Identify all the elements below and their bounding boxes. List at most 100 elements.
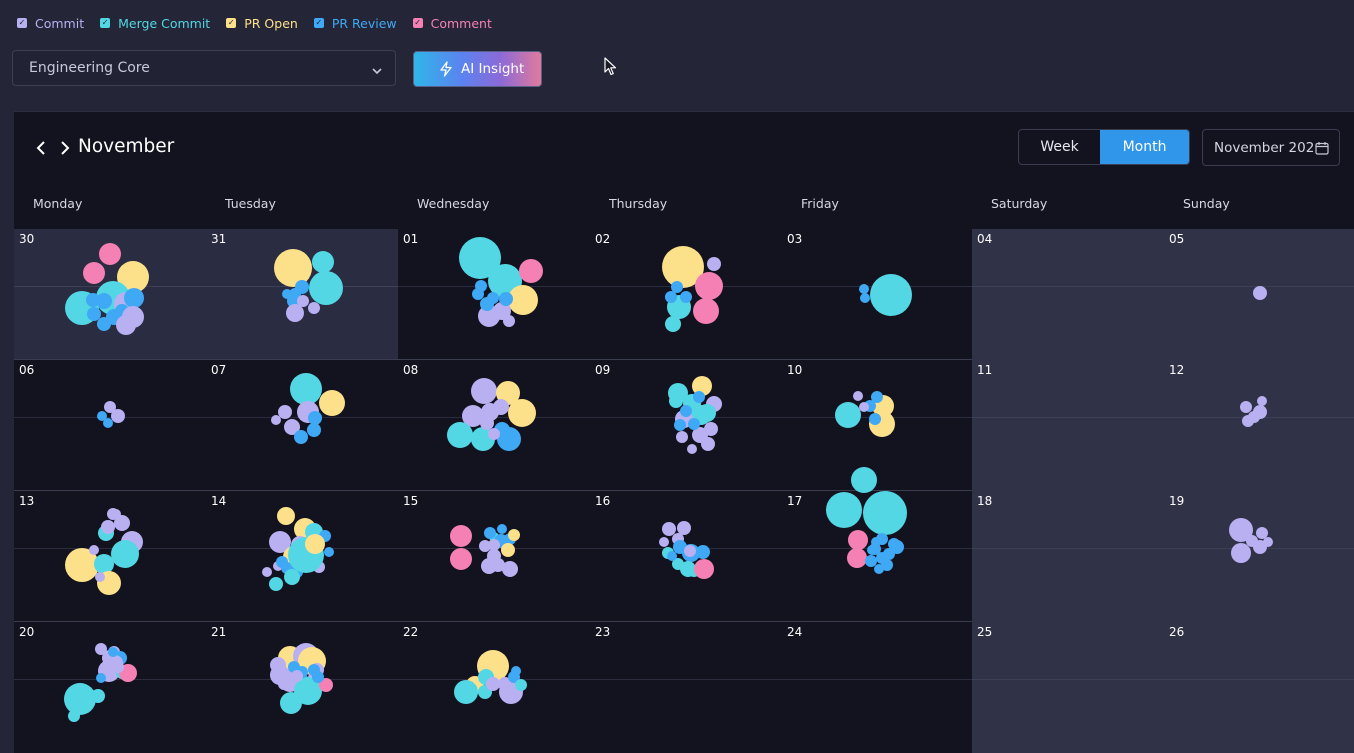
week-divider (14, 490, 972, 491)
day-cell[interactable]: 09 (590, 360, 782, 491)
day-number: 21 (211, 625, 227, 639)
cell-divider (972, 286, 1164, 287)
day-cell[interactable]: 17 (782, 491, 972, 622)
day-number: 08 (403, 363, 419, 377)
day-cell[interactable]: 31 (206, 229, 398, 360)
day-number: 06 (19, 363, 35, 377)
day-number: 31 (211, 232, 227, 246)
legend-checkbox[interactable]: ✓ (100, 18, 111, 28)
day-cell[interactable]: 07 (206, 360, 398, 491)
weekday-friday: Friday (801, 196, 839, 211)
day-cell[interactable]: 12 (1164, 360, 1354, 491)
cell-divider (590, 286, 782, 287)
legend-item-pr-open[interactable]: ✓ PR Open (226, 16, 298, 31)
calendar-icon (1315, 140, 1329, 159)
cell-divider (1164, 417, 1354, 418)
day-number: 11 (977, 363, 993, 377)
day-number: 13 (19, 494, 35, 508)
weekday-header: Monday Tuesday Wednesday Thursday Friday Satu… (14, 196, 1354, 229)
day-cell[interactable]: 03 (782, 229, 972, 360)
day-number: 09 (595, 363, 611, 377)
legend-checkbox[interactable]: ✓ (17, 18, 27, 28)
day-number: 14 (211, 494, 227, 508)
day-cell[interactable]: 18 (972, 491, 1164, 622)
legend-checkbox[interactable]: ✓ (313, 18, 324, 28)
calendar-panel: November Week Month November 202 Monday T… (14, 111, 1354, 753)
day-number: 25 (977, 625, 993, 639)
day-cell[interactable]: 23 (590, 622, 782, 753)
cell-divider (206, 548, 398, 549)
day-cell[interactable]: 22 (398, 622, 590, 753)
cell-divider (590, 679, 782, 680)
month-view-button[interactable]: Month (1100, 130, 1189, 164)
day-number: 24 (787, 625, 803, 639)
day-number: 12 (1169, 363, 1185, 377)
cell-divider (972, 679, 1164, 680)
legend-checkbox[interactable]: ✓ (226, 18, 237, 28)
weekday-thursday: Thursday (609, 196, 668, 211)
day-cell[interactable]: 13 (14, 491, 206, 622)
cell-divider (782, 417, 972, 418)
date-picker[interactable]: November 202 (1202, 129, 1340, 166)
day-cell[interactable]: 30 (14, 229, 206, 360)
day-cell[interactable]: 05 (1164, 229, 1354, 360)
legend-label: Comment (430, 15, 492, 31)
weekday-monday: Monday (33, 196, 83, 211)
cell-divider (590, 548, 782, 549)
cell-divider (398, 679, 590, 680)
month-title: November (78, 136, 175, 157)
date-picker-value: November 202 (1214, 139, 1315, 156)
day-number: 19 (1169, 494, 1185, 508)
next-month-button[interactable] (58, 138, 72, 162)
day-cell[interactable]: 11 (972, 360, 1164, 491)
week-view-button[interactable]: Week (1040, 139, 1079, 155)
day-number: 02 (595, 232, 611, 246)
legend-item-pr-review[interactable]: ✓ PR Review (313, 16, 397, 31)
weekday-tuesday: Tuesday (225, 196, 276, 211)
cell-divider (972, 417, 1164, 418)
day-number: 15 (403, 494, 419, 508)
day-cell[interactable]: 21 (206, 622, 398, 753)
day-number: 16 (595, 494, 611, 508)
day-cell[interactable]: 06 (14, 360, 206, 491)
day-cell[interactable]: 26 (1164, 622, 1354, 753)
cell-divider (398, 286, 590, 287)
day-cell[interactable]: 20 (14, 622, 206, 753)
team-select[interactable]: Engineering Core (12, 50, 396, 86)
lightning-bolt-icon (439, 61, 453, 77)
legend-checkbox[interactable]: ✓ (412, 18, 423, 28)
week-divider (14, 621, 972, 622)
day-cell[interactable]: 08 (398, 360, 590, 491)
legend-item-commit[interactable]: ✓ Commit (17, 16, 84, 31)
day-cell[interactable]: 24 (782, 622, 972, 753)
day-cell[interactable]: 15 (398, 491, 590, 622)
day-cell[interactable]: 02 (590, 229, 782, 360)
ai-insight-button[interactable]: AI Insight (413, 51, 542, 87)
legend-item-merge-commit[interactable]: ✓ Merge Commit (100, 16, 210, 31)
cell-divider (590, 417, 782, 418)
cell-divider (972, 548, 1164, 549)
day-number: 23 (595, 625, 611, 639)
cell-divider (206, 417, 398, 418)
day-number: 01 (403, 232, 419, 246)
cell-divider (1164, 286, 1354, 287)
calendar-grid: 30 31 01 02 03 04 05 06 07 08 09 10 11 12 13 14 15 16 17 18… (14, 229, 1354, 753)
cell-divider (14, 679, 206, 680)
cell-divider (782, 286, 972, 287)
cell-divider (398, 548, 590, 549)
day-cell[interactable]: 19 (1164, 491, 1354, 622)
day-cell[interactable]: 10 (782, 360, 972, 491)
day-cell[interactable]: 25 (972, 622, 1164, 753)
cell-divider (14, 286, 206, 287)
previous-month-button[interactable] (34, 138, 48, 162)
day-cell[interactable]: 14 (206, 491, 398, 622)
day-cell[interactable]: 01 (398, 229, 590, 360)
legend-item-comment[interactable]: ✓ Comment (412, 15, 492, 31)
weekday-saturday: Saturday (991, 196, 1048, 211)
view-toggle: Week Month (1018, 129, 1190, 165)
day-number: 26 (1169, 625, 1185, 639)
day-number: 18 (977, 494, 993, 508)
legend-label: PR Open (244, 15, 298, 31)
day-cell[interactable]: 16 (590, 491, 782, 622)
day-cell[interactable]: 04 (972, 229, 1164, 360)
